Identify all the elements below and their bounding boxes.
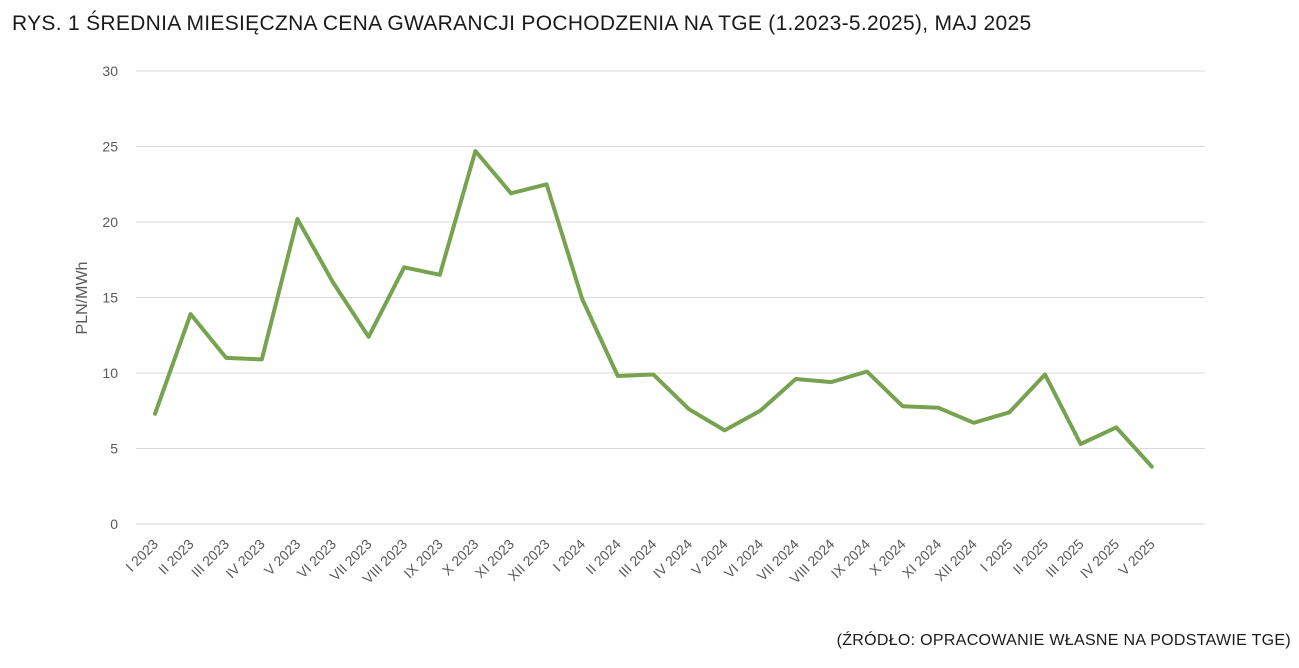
- x-tick-label: V 2025: [1115, 536, 1158, 579]
- y-axis-ticks: 0 5 10 15 20 25 30: [102, 63, 118, 532]
- y-tick-label: 25: [102, 139, 118, 155]
- y-tick-label: 15: [102, 290, 118, 306]
- x-tick-label: I 2025: [977, 536, 1016, 575]
- x-tick-label: I 2024: [549, 536, 588, 575]
- y-tick-label: 20: [102, 214, 118, 230]
- chart-title: RYS. 1 ŚREDNIA MIESIĘCZNA CENA GWARANCJI…: [12, 12, 1032, 35]
- x-tick-label: IX 2023: [400, 536, 446, 582]
- x-tick-label: IV 2024: [650, 536, 696, 582]
- chart-source: (ŹRÓDŁO: OPRACOWANIE WŁASNE NA PODSTAWIE…: [836, 632, 1291, 649]
- series-line: [153, 149, 1154, 469]
- y-axis-label: PLN/MWh: [74, 262, 91, 335]
- y-tick-label: 5: [110, 441, 118, 457]
- gridlines: [136, 70, 1205, 525]
- y-tick-label: 30: [102, 63, 118, 79]
- x-tick-label: IV 2025: [1077, 536, 1123, 582]
- x-tick-label: IV 2023: [222, 536, 268, 582]
- x-tick-label: IX 2024: [828, 536, 874, 582]
- x-tick-label: I 2023: [122, 536, 161, 575]
- y-tick-label: 0: [110, 516, 118, 532]
- y-tick-label: 10: [102, 365, 118, 381]
